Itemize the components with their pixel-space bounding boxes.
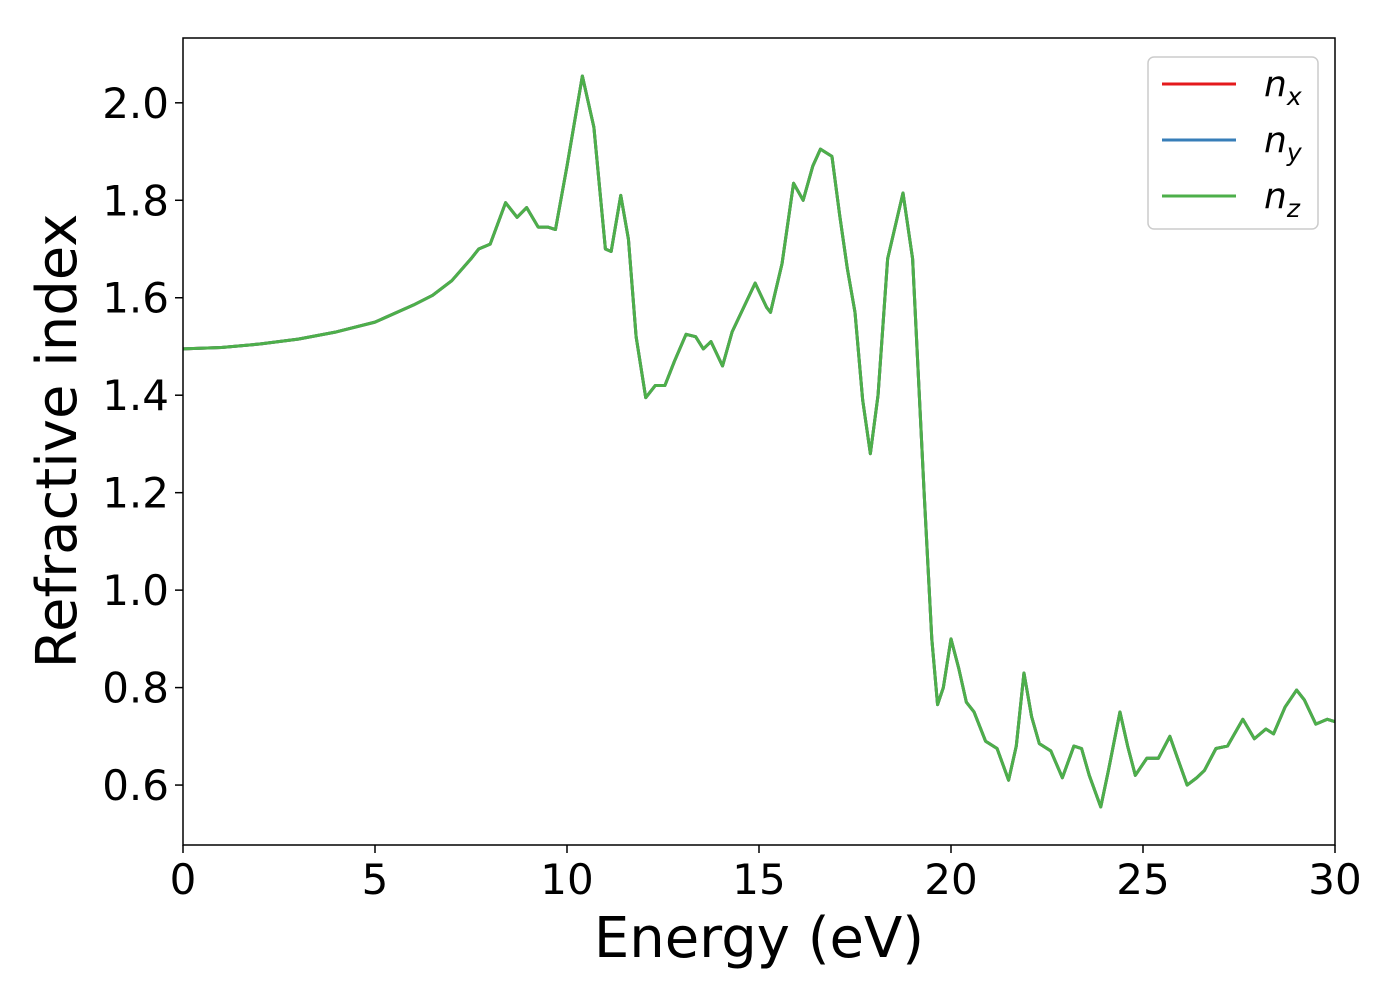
y-tick-label: 1.6 — [102, 274, 169, 323]
y-tick-label: 1.2 — [102, 469, 169, 518]
legend-label: ny — [1264, 120, 1303, 167]
legend: nx ny nz — [1147, 56, 1319, 230]
y-tick-label: 2.0 — [102, 79, 169, 128]
x-tick-label: 15 — [732, 855, 785, 904]
legend-label: nz — [1264, 176, 1301, 223]
x-tick-label: 5 — [362, 855, 389, 904]
series-line — [183, 74, 1335, 809]
x-tick-label: 10 — [540, 855, 593, 904]
plot-frame — [182, 37, 1336, 846]
x-tick-label: 30 — [1308, 855, 1361, 904]
x-tick-label: 25 — [1116, 855, 1169, 904]
y-axis-label: Refractive index — [25, 214, 90, 669]
y-tick-label: 1.8 — [102, 176, 169, 225]
legend-box — [1147, 56, 1319, 230]
x-tick-label: 20 — [924, 855, 977, 904]
x-axis-label: Energy (eV) — [594, 906, 924, 971]
y-tick-label: 0.8 — [102, 664, 169, 713]
plot-area — [183, 74, 1335, 809]
y-tick-label: 1.0 — [102, 566, 169, 615]
y-tick-label: 1.4 — [102, 371, 169, 420]
legend-label: nx — [1264, 64, 1302, 111]
x-tick-label: 0 — [170, 855, 197, 904]
y-tick-label: 0.6 — [102, 761, 169, 810]
